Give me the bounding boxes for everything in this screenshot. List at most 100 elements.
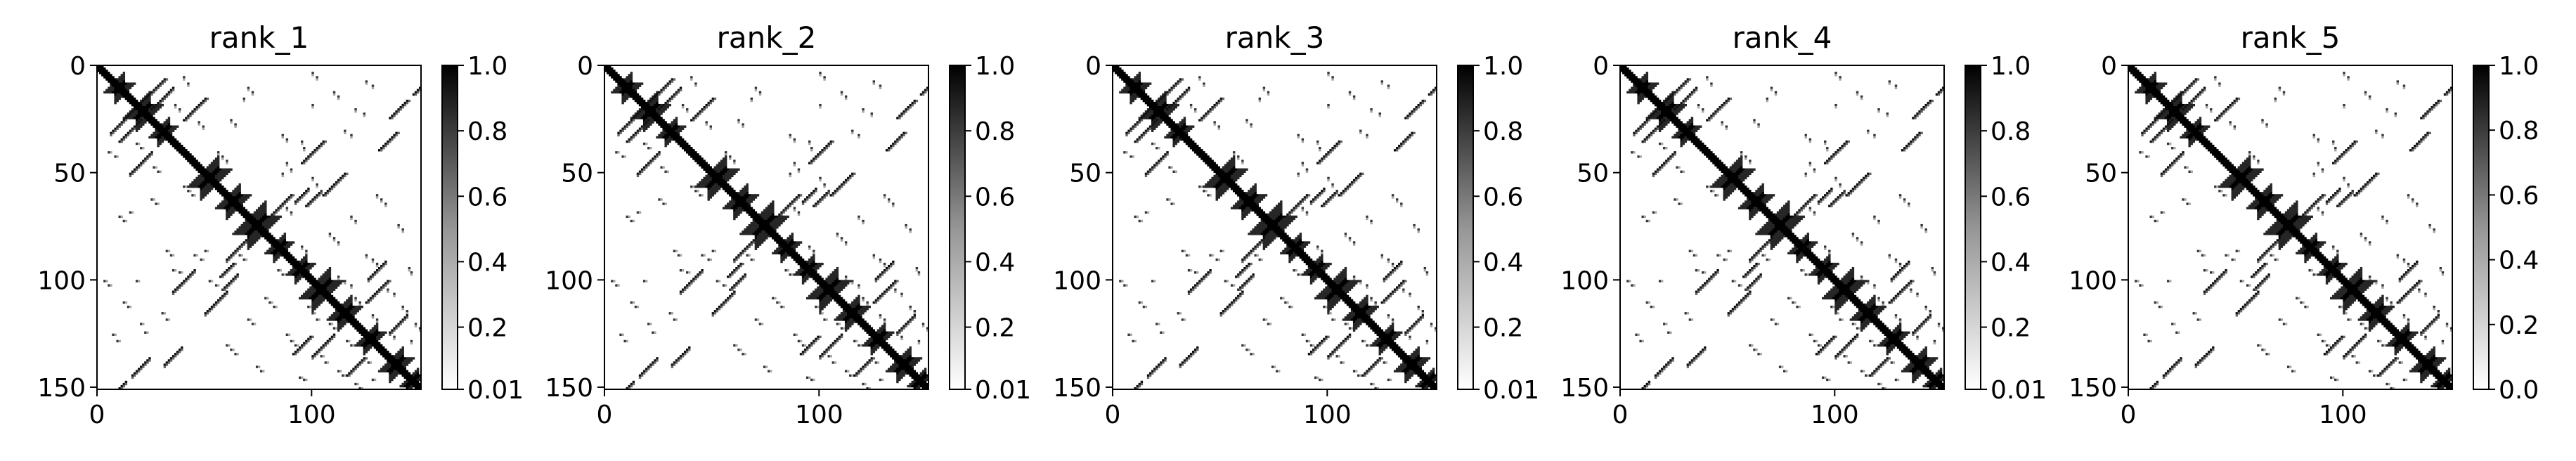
heatmap-cell (415, 325, 417, 327)
heatmap-cell (813, 192, 815, 194)
heatmap-cell (361, 344, 363, 346)
heatmap-cell (774, 250, 776, 252)
heatmap-cell (673, 119, 675, 121)
heatmap-cell (782, 241, 784, 243)
heatmap-cell (406, 370, 408, 372)
heatmap-cell (268, 252, 271, 254)
heatmap-cell (252, 228, 254, 230)
heatmap-cell (757, 216, 759, 218)
heatmap-cell (288, 261, 290, 263)
heatmap-cell (869, 359, 871, 361)
heatmap-cell (654, 106, 656, 108)
heatmap-cell (393, 336, 395, 338)
heatmap-cell (768, 226, 770, 228)
heatmap-cell (415, 377, 417, 379)
heatmap-cell (694, 155, 697, 157)
heatmap-cell (791, 202, 794, 204)
heatmap-cell (404, 104, 406, 106)
heatmap-cell (339, 316, 342, 318)
heatmap-cell (217, 181, 219, 183)
heatmap-cell (239, 198, 241, 200)
heatmap-cell (623, 340, 626, 342)
heatmap-cell (125, 301, 127, 304)
heatmap-cell (354, 325, 356, 327)
heatmap-cell (755, 87, 757, 89)
heatmap-cell (179, 108, 181, 110)
heatmap-cell (639, 108, 641, 110)
heatmap-cell (352, 308, 354, 310)
heatmap-cell (694, 186, 697, 188)
heatmap-cell (841, 327, 843, 329)
heatmap-cell (119, 89, 121, 91)
heatmap-cell (170, 138, 172, 141)
heatmap-cell (327, 342, 329, 344)
heatmap-cell (737, 207, 739, 209)
heatmap-cell (323, 141, 325, 143)
heatmap-cell (301, 346, 303, 349)
heatmap-cell (841, 334, 843, 336)
heatmap-cell (262, 235, 264, 237)
heatmap-cell (226, 212, 228, 214)
heatmap-cell (252, 216, 254, 218)
heatmap-cell (288, 245, 290, 247)
heatmap-cell (733, 271, 735, 273)
heatmap-cell (731, 286, 733, 288)
heatmap-cell (753, 230, 755, 233)
heatmap-cell (755, 248, 757, 250)
heatmap-cell (325, 293, 327, 295)
heatmap-cell (264, 216, 266, 218)
heatmap-cell (755, 228, 757, 230)
heatmap-cell (712, 312, 714, 314)
heatmap-cell (652, 115, 654, 117)
heatmap-cell (228, 194, 230, 196)
heatmap-cell (890, 147, 892, 149)
heatmap-cell (290, 241, 292, 243)
heatmap-cell (307, 190, 309, 192)
panel-title: rank_2 (717, 20, 817, 55)
heatmap-cell (250, 233, 252, 235)
heatmap-cell (843, 301, 845, 304)
heatmap-cell (376, 293, 378, 295)
heatmap-cell (808, 259, 810, 261)
heatmap-cell (800, 265, 802, 267)
heatmap-cell (727, 173, 729, 175)
heatmap-cell (329, 301, 331, 304)
heatmap-cell (172, 291, 174, 293)
heatmap-cell (699, 186, 701, 188)
heatmap-cell (825, 291, 827, 293)
heatmap-cell (262, 228, 264, 230)
heatmap-cell (896, 361, 898, 363)
heatmap-cell (660, 104, 662, 106)
heatmap-cell (365, 349, 368, 351)
heatmap-cell (413, 385, 415, 387)
heatmap-cell (894, 355, 896, 357)
heatmap-cell (716, 310, 718, 312)
heatmap-cell (716, 179, 718, 181)
heatmap-cell (739, 192, 742, 194)
heatmap-cell (226, 284, 228, 286)
heatmap-cell (810, 293, 813, 295)
heatmap-cell (806, 196, 808, 198)
heatmap-cell (211, 306, 213, 308)
heatmap-cell (108, 151, 110, 153)
heatmap-cell (119, 141, 121, 143)
heatmap-cell (273, 222, 275, 224)
heatmap-cell (205, 314, 207, 316)
heatmap-cell (723, 177, 725, 179)
heatmap-cell (217, 173, 219, 175)
heatmap-cell (275, 216, 277, 218)
heatmap-cell (393, 136, 395, 138)
heatmap-cell (808, 346, 810, 349)
heatmap-cell (916, 361, 918, 363)
heatmap-cell (673, 123, 675, 125)
heatmap-cell (295, 267, 297, 269)
heatmap-cell (219, 173, 221, 175)
heatmap-cell (352, 310, 354, 312)
heatmap-cell (731, 293, 733, 295)
heatmap-cell (250, 241, 252, 243)
heatmap-cell (321, 278, 323, 280)
heatmap-cell (633, 87, 635, 89)
heatmap-cell (628, 78, 630, 80)
heatmap-cell (318, 192, 320, 194)
heatmap-cell (370, 342, 372, 344)
